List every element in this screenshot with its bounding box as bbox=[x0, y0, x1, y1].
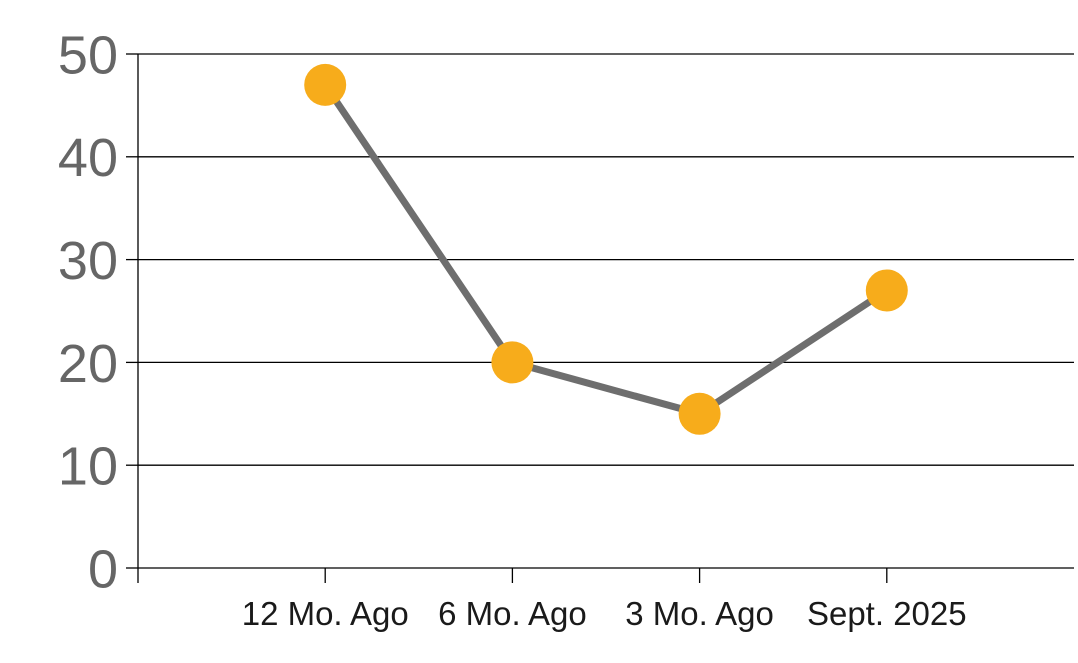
series-line bbox=[321, 81, 891, 418]
y-tick-label: 20 bbox=[58, 334, 118, 394]
data-point bbox=[678, 392, 721, 435]
x-tick-label: 3 Mo. Ago bbox=[625, 595, 774, 632]
y-tick-label: 30 bbox=[58, 231, 118, 291]
data-point bbox=[865, 269, 908, 312]
x-tick-label: 12 Mo. Ago bbox=[242, 595, 409, 632]
y-tick-label: 50 bbox=[58, 25, 118, 85]
x-tick-label: Sept. 2025 bbox=[807, 595, 967, 632]
y-tick-label: 0 bbox=[88, 539, 118, 599]
x-tick-label: 6 Mo. Ago bbox=[438, 595, 587, 632]
data-point bbox=[304, 63, 347, 106]
data-point bbox=[491, 341, 534, 384]
y-tick-label: 10 bbox=[58, 437, 118, 497]
y-tick-label: 40 bbox=[58, 128, 118, 188]
